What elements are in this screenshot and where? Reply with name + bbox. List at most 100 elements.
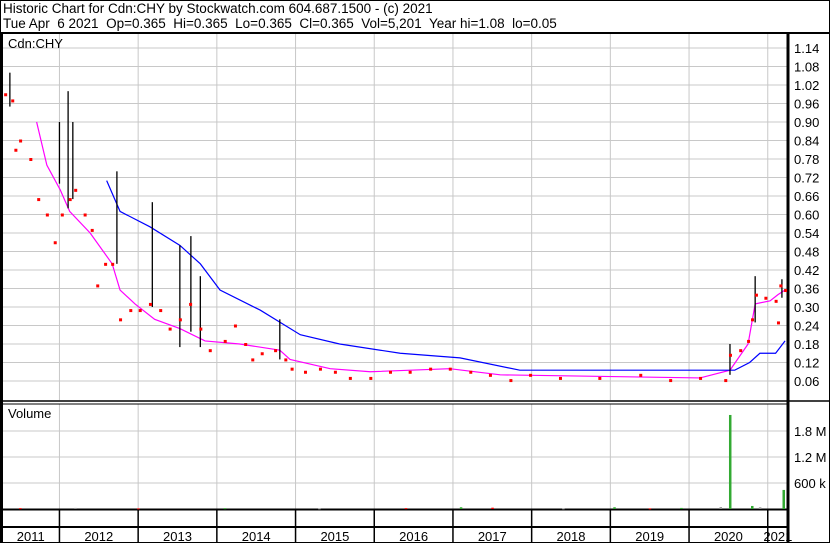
price-tick-label: 0.84: [794, 134, 819, 149]
year-label: 2017: [478, 529, 507, 543]
close-point: [776, 321, 780, 325]
close-point: [138, 309, 142, 313]
close-point: [529, 373, 533, 377]
close-point: [119, 318, 123, 322]
volume-panel-title: Volume: [8, 406, 51, 421]
close-point: [83, 213, 87, 217]
quote-line: Tue Apr 6 2021 Op=0.365 Hi=0.365 Lo=0.36…: [3, 16, 557, 31]
close-point: [53, 241, 57, 245]
close-point: [129, 309, 133, 313]
year-label: 2011: [17, 529, 45, 543]
volume-tick-label: 1.8 M: [794, 424, 827, 439]
volume-bar: [782, 489, 785, 509]
price-tick-label: 0.72: [794, 171, 819, 186]
price-tick-label: 0.90: [794, 115, 819, 130]
close-point: [260, 352, 264, 356]
close-point: [408, 370, 412, 374]
close-point: [779, 284, 783, 288]
close-point: [598, 376, 602, 380]
close-point: [348, 376, 352, 380]
close-point: [45, 213, 49, 217]
close-point: [303, 370, 307, 374]
close-point: [251, 358, 255, 362]
chart-title: Historic Chart for Cdn:CHY by Stockwatch…: [3, 1, 433, 16]
close-point: [199, 327, 203, 331]
price-tick-label: 0.30: [794, 300, 819, 315]
close-point: [754, 293, 758, 297]
price-tick-label: 0.48: [794, 245, 819, 260]
close-point: [739, 349, 743, 353]
close-point: [290, 367, 294, 371]
close-point: [19, 139, 23, 143]
close-point: [159, 309, 163, 313]
price-tick-label: 0.96: [794, 97, 819, 112]
price-tick-label: 0.60: [794, 208, 819, 223]
close-point: [168, 327, 172, 331]
volume-bar: [137, 508, 140, 510]
price-tick-label: 1.14: [794, 41, 819, 56]
volume-bar: [404, 508, 408, 510]
close-point: [111, 262, 115, 266]
volume-bar: [74, 507, 77, 509]
close-point: [284, 358, 288, 362]
close-point: [388, 370, 392, 374]
price-tick-label: 0.78: [794, 152, 819, 167]
year-label: 2013: [163, 529, 192, 543]
year-label: 2016: [399, 529, 428, 543]
close-point: [509, 379, 513, 383]
close-point: [728, 353, 732, 357]
year-label: 2018: [557, 529, 586, 543]
close-point: [448, 367, 452, 371]
price-tick-label: 0.24: [794, 319, 819, 334]
volume-tick-label: 1.2 M: [794, 450, 827, 465]
close-point: [699, 376, 703, 380]
volume-bar: [318, 508, 321, 510]
close-point: [751, 318, 755, 322]
close-point: [639, 373, 643, 377]
price-tick-label: 0.42: [794, 263, 819, 278]
close-point: [208, 349, 212, 353]
year-label: 2014: [242, 529, 271, 543]
volume-bar: [613, 507, 616, 509]
volume-bar: [459, 507, 463, 509]
close-point: [333, 370, 337, 374]
price-tick-label: 0.36: [794, 282, 819, 297]
close-point: [747, 339, 751, 343]
close-point: [148, 302, 152, 306]
volume-bar: [19, 508, 22, 510]
price-tick-label: 0.66: [794, 189, 819, 204]
long_ma-line: [106, 180, 786, 371]
close-point: [104, 262, 108, 266]
volume-tick-label: 600 k: [794, 476, 826, 491]
close-point: [558, 376, 562, 380]
close-point: [318, 367, 322, 371]
close-point: [369, 376, 373, 380]
close-point: [244, 343, 248, 346]
price-tick-label: 1.02: [794, 78, 819, 93]
price-tick-label: 0.12: [794, 356, 819, 371]
close-point: [4, 93, 8, 97]
volume-bar: [728, 414, 732, 509]
volume-bar: [223, 508, 227, 510]
year-label: 2020: [714, 529, 743, 543]
close-point: [74, 188, 78, 192]
volume-bar: [758, 507, 762, 509]
close-point: [178, 318, 182, 322]
close-point: [68, 198, 72, 202]
close-point: [223, 339, 227, 343]
close-point: [11, 99, 15, 103]
close-point: [96, 284, 100, 288]
close-point: [669, 379, 673, 383]
close-point: [274, 349, 278, 353]
close-point: [488, 373, 492, 377]
short_ma-line: [36, 121, 786, 379]
volume-bar: [648, 508, 652, 510]
volume-bar: [719, 507, 723, 509]
close-point: [233, 324, 237, 328]
close-point: [764, 296, 768, 300]
year-label: 2019: [635, 529, 664, 543]
close-point: [724, 379, 728, 383]
